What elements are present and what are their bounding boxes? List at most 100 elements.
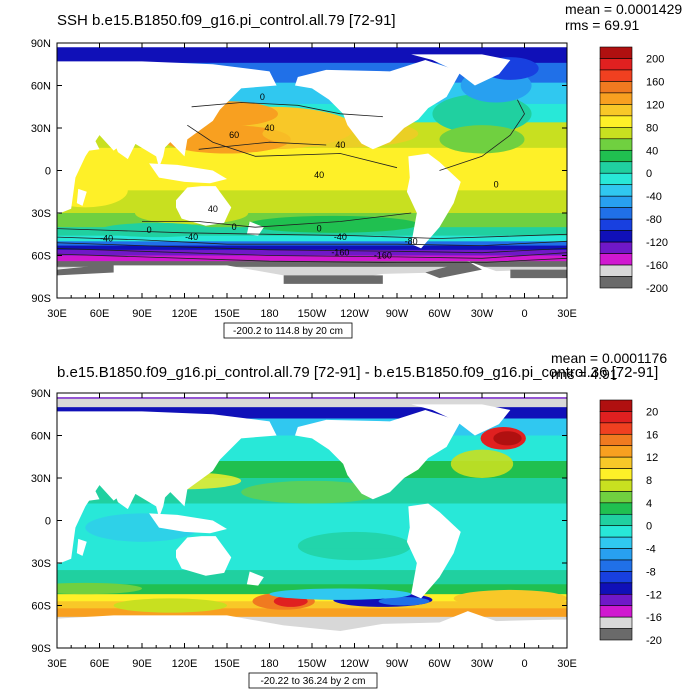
colorbar-swatch bbox=[599, 58, 633, 71]
contour-label: -40 bbox=[100, 234, 113, 244]
contour-line bbox=[191, 102, 383, 118]
contour-label: 0 bbox=[232, 222, 237, 232]
colorbar-label: -20 bbox=[646, 635, 662, 647]
land-eurasia bbox=[57, 61, 277, 157]
field-anomaly bbox=[269, 588, 412, 600]
ssh-difference-map-figure: 30E 60E 90E 120E 150E 180 150W 120W 90W 60W 30W 0 30… bbox=[31, 388, 662, 689]
land-s-america bbox=[406, 153, 461, 249]
colorbar-swatch bbox=[599, 81, 633, 94]
colorbar-label: -16 bbox=[646, 612, 662, 624]
colorbar-swatch bbox=[599, 502, 633, 515]
y-tick-label: 0 bbox=[45, 516, 51, 528]
ssh-map-figure: 0 40 60 40 40 40 0 0 -40 -160 0 -40 -40 -80 -160 0 30E 60… bbox=[31, 38, 668, 339]
land-s-america bbox=[406, 503, 461, 599]
y-tick-label: 90S bbox=[31, 643, 51, 655]
land-africa bbox=[57, 470, 87, 565]
field-band bbox=[57, 241, 567, 247]
range-note-box bbox=[223, 322, 353, 339]
colorbar-label: 12 bbox=[646, 452, 658, 464]
x-tick-label: 60E bbox=[90, 658, 110, 670]
contour-label: -40 bbox=[334, 232, 347, 242]
contour-label: 0 bbox=[494, 180, 499, 190]
land-n-america bbox=[295, 410, 461, 500]
colorbar-swatch bbox=[599, 161, 633, 174]
land-africa bbox=[57, 120, 87, 215]
ice-shelf bbox=[57, 264, 114, 276]
colorbar-swatch bbox=[599, 195, 633, 208]
land-australia bbox=[176, 536, 232, 576]
colorbar-label: 200 bbox=[646, 53, 664, 65]
field-anomaly bbox=[248, 215, 419, 233]
colorbar-label: 120 bbox=[646, 99, 664, 111]
colorbar-swatch bbox=[599, 276, 633, 289]
y-tick-label: 60N bbox=[31, 431, 51, 443]
colorbar-label: 160 bbox=[646, 76, 664, 88]
x-tick-label: 0 bbox=[521, 658, 527, 670]
colorbar-label: 4 bbox=[646, 498, 652, 510]
x-tick-label: 60W bbox=[428, 308, 451, 320]
land-eurasia bbox=[57, 411, 277, 507]
field-band bbox=[57, 407, 567, 419]
x-tick-label: 150W bbox=[298, 658, 327, 670]
range-note: -200.2 to 114.8 by 20 cm bbox=[223, 322, 353, 339]
colorbar-swatch bbox=[599, 253, 633, 266]
colorbar-swatch bbox=[599, 241, 633, 254]
y-tick-label: 90N bbox=[31, 38, 51, 50]
x-tick-label: 120W bbox=[340, 658, 369, 670]
x-tick-label: 180 bbox=[260, 658, 278, 670]
y-tick-label: 60S bbox=[31, 251, 51, 263]
x-tick-label: 60W bbox=[428, 658, 451, 670]
field-anomaly bbox=[432, 94, 532, 134]
y-tick-label: 30N bbox=[31, 473, 51, 485]
colorbar-swatch bbox=[599, 513, 633, 527]
land-india bbox=[110, 483, 137, 510]
colorbar-swatch bbox=[599, 218, 633, 231]
y-tick-label: 60S bbox=[31, 601, 51, 613]
land-indonesia bbox=[149, 163, 227, 184]
field-anomaly bbox=[57, 582, 142, 595]
field-band bbox=[57, 261, 567, 268]
contour-label: -160 bbox=[374, 251, 392, 261]
field-band bbox=[57, 249, 567, 256]
contour-line bbox=[142, 212, 412, 228]
field-anomaly bbox=[241, 480, 383, 504]
ocean-field: 0 40 60 40 40 40 0 0 -40 -160 0 -40 -40 -80 -160 0 bbox=[57, 43, 567, 298]
x-tick-label: 30W bbox=[471, 658, 494, 670]
y-tick-label: 90N bbox=[31, 388, 51, 400]
field-anomaly bbox=[453, 589, 567, 607]
field-band bbox=[57, 147, 567, 191]
stat-rms: rms = 69.91 bbox=[565, 17, 640, 33]
x-tick-label: 30W bbox=[471, 308, 494, 320]
colorbar-swatch bbox=[599, 536, 633, 549]
contour-line bbox=[439, 99, 525, 171]
field-band bbox=[57, 601, 567, 609]
land-new-zealand bbox=[246, 221, 264, 236]
panel-title: b.e15.B1850.f09_g16.pi_control.all.79 [7… bbox=[57, 364, 659, 381]
colorbar-label: -40 bbox=[646, 191, 662, 203]
range-note: -20.22 to 36.24 by 2 cm bbox=[248, 672, 378, 689]
field-band bbox=[57, 255, 567, 262]
colorbar-swatch bbox=[599, 69, 633, 82]
colorbar-swatch bbox=[599, 115, 633, 128]
contour-line bbox=[57, 242, 567, 254]
contour-label: 40 bbox=[264, 123, 274, 133]
x-tick-label: 90W bbox=[386, 658, 409, 670]
stat-mean: mean = 0.0001176 bbox=[551, 350, 668, 366]
contour-line bbox=[57, 248, 567, 259]
colorbar-swatch bbox=[599, 479, 633, 492]
x-tick-label: 30E bbox=[47, 308, 67, 320]
contour-label: 40 bbox=[314, 170, 324, 180]
colorbar-label: 20 bbox=[646, 406, 658, 418]
colorbar-swatch bbox=[599, 127, 633, 140]
contour-line bbox=[57, 236, 567, 247]
colorbar-label: -8 bbox=[646, 566, 656, 578]
contour-line bbox=[57, 228, 567, 239]
land-arabia bbox=[64, 126, 100, 153]
contour-line bbox=[57, 253, 567, 263]
contour-label: 0 bbox=[147, 225, 152, 235]
colorbar-swatch bbox=[599, 559, 633, 572]
colorbar-label: -120 bbox=[646, 237, 668, 249]
ssh-map-panel: SSH b.e15.B1850.f09_g16.pi_control.all.7… bbox=[31, 2, 682, 339]
land-indonesia bbox=[149, 513, 227, 534]
field-band bbox=[57, 608, 567, 618]
